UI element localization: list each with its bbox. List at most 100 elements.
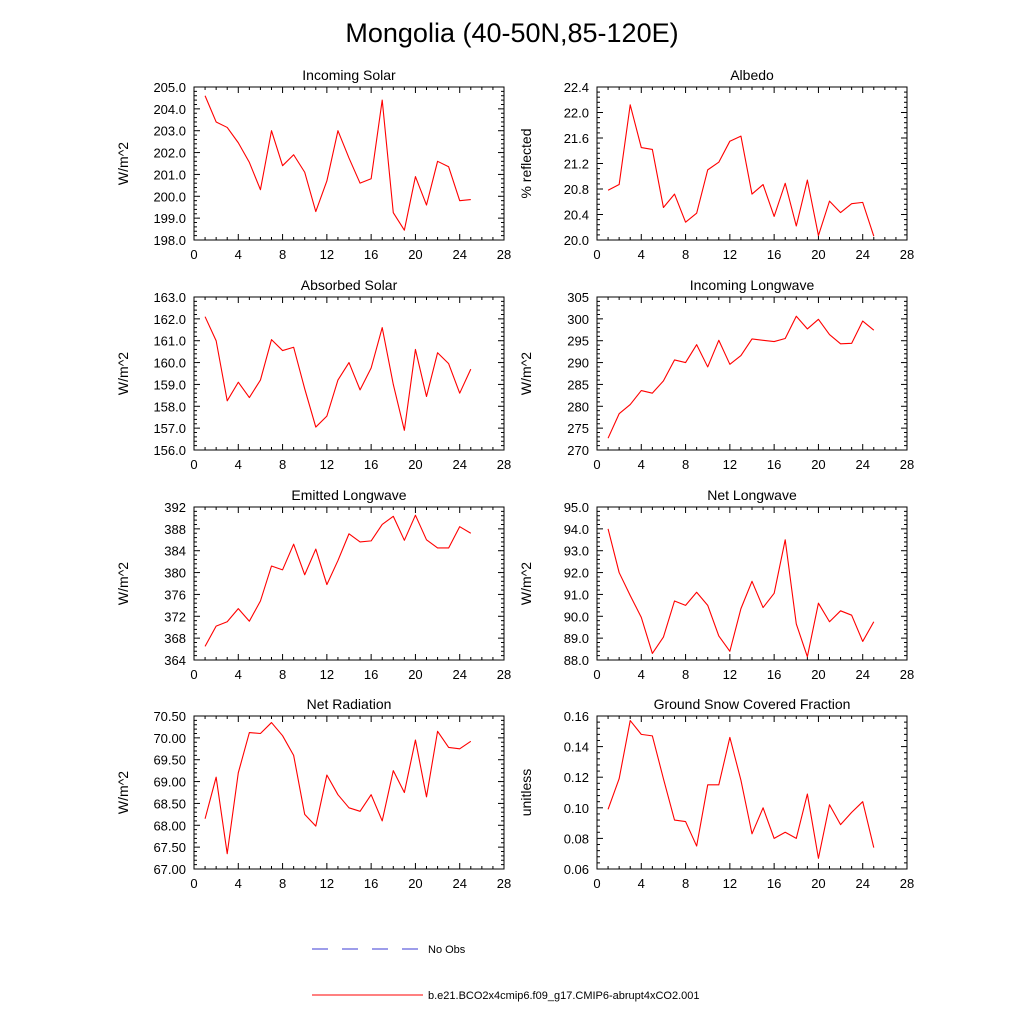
x-tick-label: 8	[279, 457, 286, 472]
y-tick-label: 20.0	[564, 233, 589, 248]
x-tick-label: 28	[497, 247, 511, 262]
x-tick-label: 8	[682, 247, 689, 262]
chart-panel: Ground Snow Covered Fraction unitless 0 4 8 1…	[518, 696, 914, 891]
panel-title: Net Longwave	[707, 487, 797, 503]
x-tick-label: 20	[408, 457, 422, 472]
panel-title: Incoming Solar	[302, 67, 396, 83]
x-tick-label: 12	[320, 667, 334, 682]
plot-frame	[596, 86, 908, 241]
x-tick-label: 24	[452, 876, 466, 891]
data-series-line	[204, 514, 472, 647]
y-tick-label: 372	[164, 609, 186, 624]
x-tick-label: 8	[682, 667, 689, 682]
y-tick-label: 68.00	[153, 818, 186, 833]
y-tick-label: 22.0	[564, 106, 589, 121]
y-tick-label: 201.0	[153, 167, 186, 182]
x-tick-label: 12	[320, 247, 334, 262]
y-tick-label: 0.06	[564, 862, 589, 877]
y-tick-label: 89.0	[564, 631, 589, 646]
x-tick-label: 0	[593, 876, 600, 891]
x-tick-label: 24	[452, 667, 466, 682]
y-tick-label: 95.0	[564, 500, 589, 515]
y-tick-label: 376	[164, 587, 186, 602]
plot-frame	[596, 715, 908, 870]
x-tick-label: 4	[638, 457, 645, 472]
x-tick-label: 16	[767, 876, 781, 891]
x-tick-label: 4	[235, 876, 242, 891]
y-tick-label: 67.50	[153, 840, 186, 855]
y-tick-label: 300	[567, 312, 589, 327]
x-tick-label: 16	[364, 667, 378, 682]
figure-title: Mongolia (40-50N,85-120E)	[345, 18, 678, 48]
y-tick-label: 270	[567, 443, 589, 458]
data-series-line	[607, 315, 875, 439]
y-tick-label: 384	[164, 544, 186, 559]
y-tick-label: 199.0	[153, 211, 186, 226]
y-tick-label: 22.4	[564, 80, 589, 95]
y-tick-label: 0.12	[564, 770, 589, 785]
y-tick-label: 160.0	[153, 356, 186, 371]
y-tick-label: 69.00	[153, 775, 186, 790]
y-tick-label: 0.16	[564, 709, 589, 724]
y-tick-label: 280	[567, 399, 589, 414]
y-tick-label: 163.0	[153, 290, 186, 305]
y-tick-label: 205.0	[153, 80, 186, 95]
x-tick-label: 24	[452, 247, 466, 262]
x-tick-label: 4	[235, 667, 242, 682]
plot-frame	[193, 296, 505, 451]
chart-panel: Net Radiation W/m^2 0 4 8 12 16 20 24 28 67.00 67.5…	[115, 696, 511, 891]
x-tick-label: 12	[723, 457, 737, 472]
x-tick-label: 16	[767, 457, 781, 472]
x-tick-label: 4	[638, 667, 645, 682]
y-axis-label: % reflected	[518, 128, 534, 198]
y-tick-label: 388	[164, 522, 186, 537]
chart-panel: Absorbed Solar W/m^2 0 4 8 12 16 20 24 28 156.0 157…	[115, 277, 511, 472]
y-tick-label: 200.0	[153, 189, 186, 204]
x-tick-label: 8	[279, 667, 286, 682]
y-tick-label: 156.0	[153, 443, 186, 458]
x-tick-label: 8	[279, 247, 286, 262]
x-tick-label: 24	[855, 667, 869, 682]
x-tick-label: 28	[900, 876, 914, 891]
x-tick-label: 28	[900, 247, 914, 262]
panel-title: Net Radiation	[307, 696, 392, 712]
data-series-line	[204, 722, 472, 855]
y-tick-label: 364	[164, 653, 186, 668]
panels: Incoming Solar W/m^2 0 4 8 12 16 20 24 28 198.0 199…	[115, 67, 914, 891]
y-tick-label: 70.50	[153, 709, 186, 724]
x-tick-label: 28	[900, 667, 914, 682]
y-tick-label: 69.50	[153, 753, 186, 768]
x-tick-label: 20	[811, 247, 825, 262]
y-tick-label: 392	[164, 500, 186, 515]
panel-title: Emitted Longwave	[291, 487, 406, 503]
chart-panel: Emitted Longwave W/m^2 0 4 8 12 16 20 24 28 364 368…	[115, 487, 511, 682]
x-tick-label: 12	[320, 876, 334, 891]
y-tick-label: 157.0	[153, 421, 186, 436]
y-tick-label: 295	[567, 334, 589, 349]
x-tick-label: 0	[593, 667, 600, 682]
y-tick-label: 91.0	[564, 587, 589, 602]
y-axis-label: W/m^2	[518, 352, 534, 395]
y-tick-label: 204.0	[153, 102, 186, 117]
panel-title: Ground Snow Covered Fraction	[654, 696, 851, 712]
y-tick-label: 67.00	[153, 862, 186, 877]
plot-frame	[596, 296, 908, 451]
y-tick-label: 161.0	[153, 334, 186, 349]
y-tick-label: 203.0	[153, 124, 186, 139]
y-tick-label: 380	[164, 566, 186, 581]
chart-panel: Net Longwave W/m^2 0 4 8 12 16 20 24 28 88.0 89.0 90…	[518, 487, 914, 682]
panel-title: Absorbed Solar	[301, 277, 398, 293]
plot-frame	[193, 715, 505, 870]
x-tick-label: 24	[452, 457, 466, 472]
x-tick-label: 4	[638, 876, 645, 891]
x-tick-label: 0	[190, 667, 197, 682]
y-tick-label: 305	[567, 290, 589, 305]
y-axis-label: W/m^2	[115, 352, 131, 395]
x-tick-label: 20	[408, 667, 422, 682]
y-tick-label: 159.0	[153, 377, 186, 392]
legend-obs-label: No Obs	[428, 944, 466, 956]
data-series-line	[607, 104, 875, 237]
data-series-line	[607, 720, 875, 859]
y-tick-label: 93.0	[564, 544, 589, 559]
y-tick-label: 92.0	[564, 566, 589, 581]
